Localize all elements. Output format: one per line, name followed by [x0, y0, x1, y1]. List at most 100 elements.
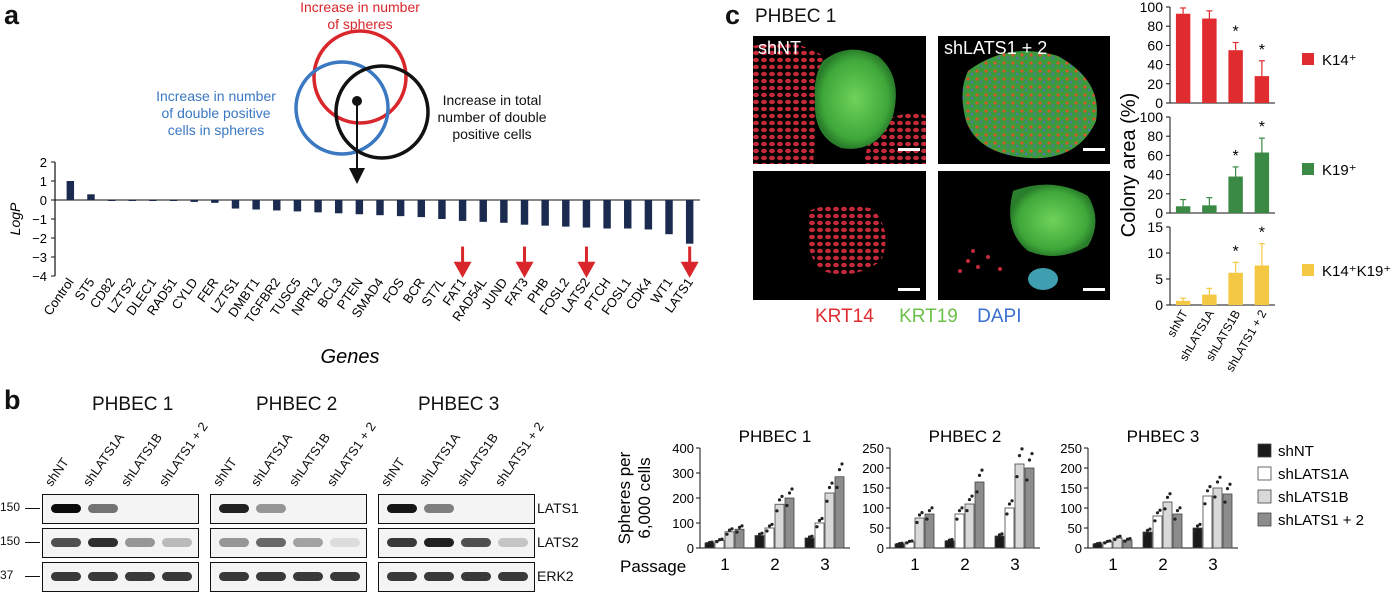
c-y-tick-label: 40 — [1147, 167, 1163, 183]
c-y-tick-label: 20 — [1147, 76, 1163, 92]
b-data-point — [967, 498, 972, 502]
b-bar — [974, 481, 985, 549]
b-data-point — [1103, 541, 1107, 545]
c-y-tick-label: 80 — [1147, 128, 1163, 144]
micrograph-shnt-top — [753, 36, 926, 164]
b-bar — [774, 503, 785, 549]
c-bar — [1228, 50, 1243, 103]
b-data-point — [1173, 517, 1177, 521]
b-data-point — [1030, 452, 1034, 456]
b-y-tick-label: 100 — [862, 501, 884, 516]
b-data-point — [925, 517, 929, 521]
panel-letter-a: a — [4, 0, 20, 30]
b-data-point — [837, 468, 842, 472]
venn-black-label-1: Increase in total — [443, 92, 542, 108]
blot-strip-erk2 — [210, 562, 367, 592]
significance-marker: * — [1233, 148, 1239, 165]
blot-lane-label: shLATS1 + 2 — [323, 419, 379, 489]
blot-lane-label: shLATS1 + 2 — [491, 419, 547, 489]
b-data-point — [1175, 509, 1180, 513]
b-bar — [954, 513, 965, 549]
blot-row-label: LATS2 — [537, 534, 579, 550]
blot-mw-marker: 37 — [0, 568, 14, 582]
c-bar — [1254, 152, 1270, 213]
b-y-tick-label: 100 — [672, 516, 694, 531]
b-data-point — [1215, 480, 1220, 484]
b-data-point — [785, 503, 789, 508]
b-data-point — [1208, 485, 1212, 489]
sphere-chart-title: PHBEC 3 — [1127, 427, 1200, 446]
venn-diagram: Increase in number of spheres Increase i… — [156, 0, 547, 184]
b-data-point — [1017, 454, 1022, 458]
blot-mw-marker: 150 — [0, 500, 21, 514]
b-data-point — [970, 494, 974, 498]
bar-jund — [500, 200, 508, 223]
bar-nprl2 — [314, 200, 322, 213]
bar-rad54l — [479, 200, 487, 222]
b-data-point — [730, 527, 734, 531]
bar-st5 — [87, 194, 95, 200]
b-y-tick-label: 250 — [1060, 441, 1082, 456]
b-y-tick-label: 400 — [672, 441, 694, 456]
blot-mw-tick — [25, 508, 40, 509]
b-data-point — [1000, 532, 1004, 536]
sphere-chart-title: PHBEC 2 — [929, 427, 1002, 446]
b-bar — [1014, 463, 1025, 549]
b-category-label: 1 — [720, 555, 729, 574]
c-y-tick-label: 10 — [1147, 245, 1163, 261]
bar-st7l — [438, 200, 446, 219]
c-bar — [1228, 272, 1243, 305]
bar-wt1 — [665, 200, 673, 235]
stain-krt14: KRT14 — [815, 306, 874, 327]
b-y-tick-label: 200 — [672, 491, 694, 506]
blot-band — [256, 572, 286, 581]
blot-band — [293, 538, 323, 547]
c-y-tick-label: 40 — [1147, 57, 1163, 73]
b-y-tick-label: 100 — [1060, 501, 1082, 516]
c-y-tick-label: 100 — [1140, 0, 1164, 15]
c-bar — [1202, 294, 1217, 305]
blot-band — [88, 504, 118, 513]
micrograph-shnt-bottom — [753, 171, 926, 300]
y-tick-label: 2 — [40, 155, 47, 170]
b-bar — [1004, 507, 1015, 549]
blot-band — [125, 572, 155, 581]
c-y-tick-label: 0 — [1155, 297, 1163, 313]
b-data-point — [1005, 512, 1009, 516]
b-bar — [834, 476, 845, 549]
blot-band — [219, 572, 249, 581]
blot-band — [293, 572, 323, 581]
b-data-point — [1158, 508, 1162, 512]
venn-arrow-head — [349, 168, 365, 184]
b-category-label: 2 — [770, 555, 779, 574]
highlight-arrow-head — [577, 261, 596, 278]
sphere-legend-label: shLATS1 + 2 — [1278, 512, 1364, 529]
bar-phb — [541, 200, 549, 226]
b-y-tick-label: 150 — [1060, 481, 1082, 496]
significance-marker: * — [1233, 24, 1239, 41]
b-bar — [824, 492, 835, 549]
c-y-tick-label: 15 — [1147, 219, 1163, 235]
b-y-tick-label: 200 — [862, 461, 884, 476]
blot-strip-erk2 — [378, 562, 535, 592]
b-data-point — [1105, 539, 1110, 543]
bar-fat3 — [520, 200, 529, 225]
b-data-point — [907, 539, 912, 543]
y-axis-label: LogP — [7, 202, 23, 235]
bar-fosl2 — [562, 200, 570, 227]
b-y-axis-label-2: 6,000 cells — [635, 457, 654, 538]
b-data-point — [950, 537, 954, 542]
c-bar — [1254, 265, 1270, 305]
bar-dmbt1 — [252, 200, 260, 210]
c-y-tick-label: 5 — [1155, 271, 1163, 287]
c-category-label: shNT — [1164, 307, 1191, 339]
bar-lzts1 — [231, 200, 240, 209]
b-data-point — [725, 532, 729, 536]
y-tick-label: −4 — [32, 269, 47, 284]
blot-band — [256, 504, 286, 513]
b-bar — [1202, 495, 1213, 549]
c-y-tick-label: 100 — [1140, 109, 1164, 125]
b-data-point — [895, 543, 899, 547]
c-legend-label: K14⁺K19⁺ — [1322, 263, 1391, 280]
stain-dapi: DAPI — [977, 306, 1022, 327]
